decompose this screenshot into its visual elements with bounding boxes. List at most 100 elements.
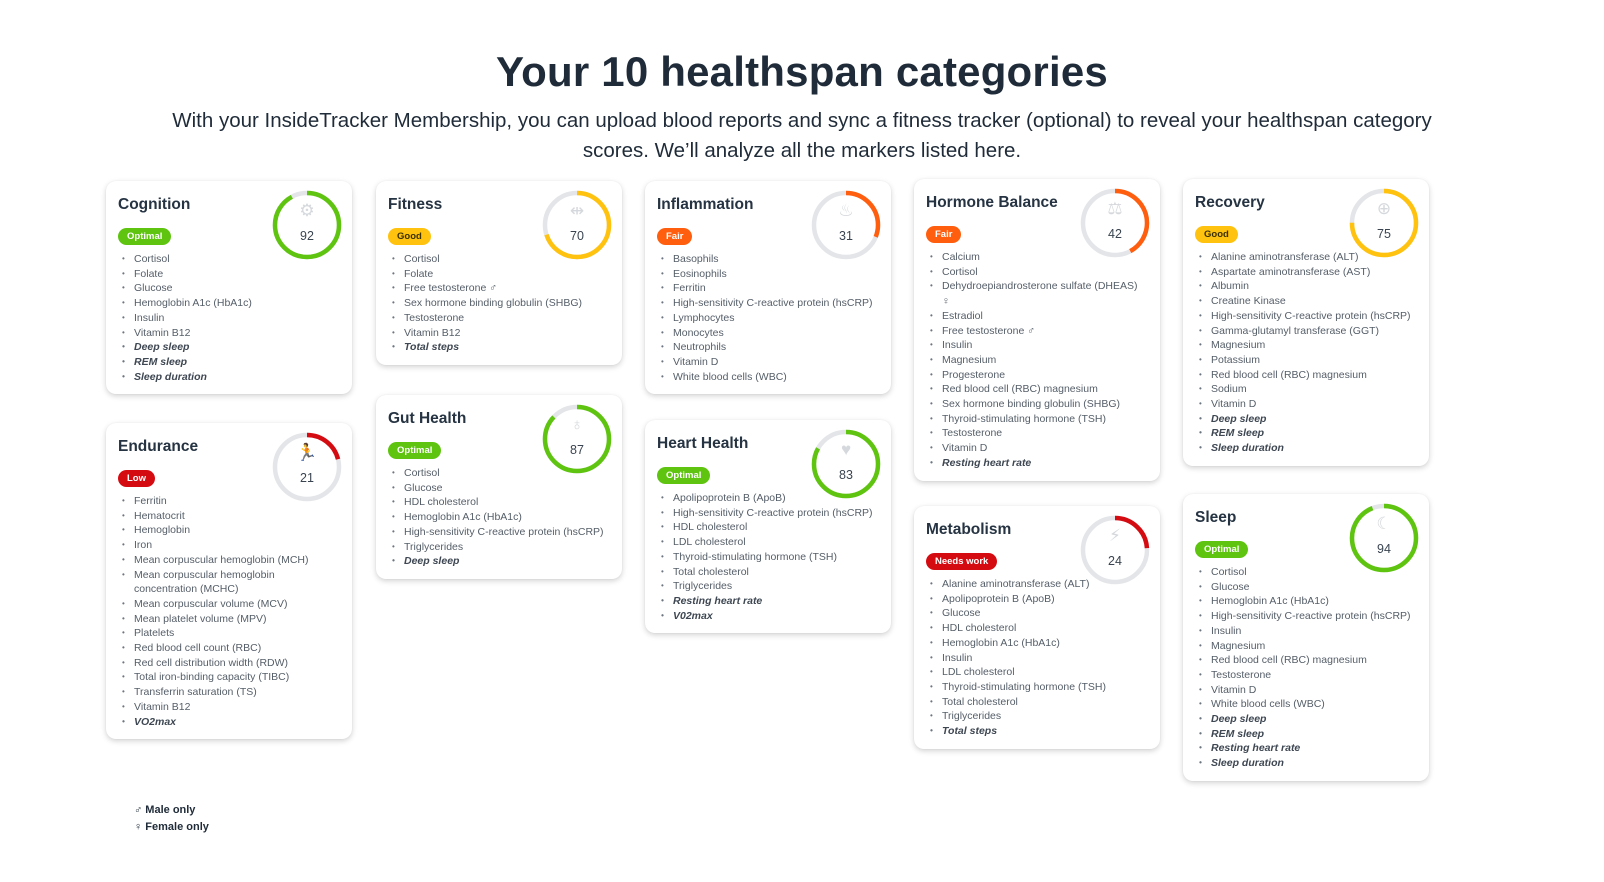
marker-item: Monocytes — [661, 326, 879, 341]
score-value: 87 — [570, 443, 584, 457]
gears-icon: ⚙ — [299, 201, 315, 220]
marker-item: Dehydroepiandrosterone sulfate (DHEAS) ♀ — [930, 279, 1148, 308]
marker-item: Alanine aminotransferase (ALT) — [1199, 250, 1417, 265]
tracker-marker-item: REM sleep — [1199, 727, 1417, 742]
score-value: 83 — [839, 468, 853, 482]
score-gauge: ⚙ 92 — [271, 189, 343, 261]
marker-item: Apolipoprotein B (ApoB) — [661, 491, 879, 506]
legend: ♂ Male only ♀ Female only — [134, 802, 209, 836]
tracker-marker-item: V02max — [661, 609, 879, 624]
category-card-fitness: Fitness Good ⇹ 70 CortisolFolateFree tes… — [376, 181, 622, 365]
marker-item: Iron — [122, 538, 340, 553]
marker-item: Eosinophils — [661, 267, 879, 282]
marker-item: Vitamin D — [930, 441, 1148, 456]
marker-item: Triglycerides — [392, 540, 610, 555]
marker-item: Gamma-glutamyl transferase (GGT) — [1199, 324, 1417, 339]
marker-item: Ferritin — [661, 281, 879, 296]
marker-item: Sodium — [1199, 382, 1417, 397]
marker-list: CortisolGlucoseHDL cholesterolHemoglobin… — [388, 466, 610, 569]
marker-item: Vitamin B12 — [122, 326, 340, 341]
status-badge: Optimal — [1195, 541, 1249, 558]
marker-item: HDL cholesterol — [661, 520, 879, 535]
legend-male: ♂ Male only — [134, 804, 196, 816]
marker-item: Apolipoprotein B (ApoB) — [930, 592, 1148, 607]
marker-item: White blood cells (WBC) — [1199, 697, 1417, 712]
marker-item: Magnesium — [1199, 639, 1417, 654]
marker-item: Red blood cell (RBC) magnesium — [1199, 368, 1417, 383]
tracker-marker-item: Resting heart rate — [661, 594, 879, 609]
marker-item: Red cell distribution width (RDW) — [122, 656, 340, 671]
marker-item: Cortisol — [1199, 565, 1417, 580]
flame-icon: ♨ — [838, 201, 854, 220]
marker-item: Hemoglobin A1c (HbA1c) — [122, 296, 340, 311]
tracker-marker-item: Sleep duration — [1199, 441, 1417, 456]
marker-item: Cortisol — [392, 252, 610, 267]
dumbbell-icon: ⇹ — [569, 201, 585, 220]
status-badge: Fair — [657, 228, 693, 245]
status-badge: Optimal — [657, 467, 711, 484]
category-card-recovery: Recovery Good ⊕ 75 Alanine aminotransfer… — [1183, 179, 1429, 466]
marker-item: Basophils — [661, 252, 879, 267]
marker-item: Thyroid-stimulating hormone (TSH) — [930, 412, 1148, 427]
status-badge: Good — [1195, 226, 1238, 243]
category-card-sleep: Sleep Optimal ☾ 94 CortisolGlucoseHemogl… — [1183, 494, 1429, 781]
marker-item: Insulin — [122, 311, 340, 326]
status-badge: Optimal — [388, 442, 442, 459]
marker-item: Testosterone — [392, 311, 610, 326]
marker-item: Neutrophils — [661, 340, 879, 355]
marker-item: Total cholesterol — [930, 695, 1148, 710]
marker-item: HDL cholesterol — [392, 495, 610, 510]
marker-item: High-sensitivity C-reactive protein (hsC… — [1199, 309, 1417, 324]
marker-item: Glucose — [930, 606, 1148, 621]
marker-list: Alanine aminotransferase (ALT)Aspartate … — [1195, 250, 1417, 456]
score-gauge: ♨ 31 — [810, 189, 882, 261]
category-title: Inflammation — [657, 196, 754, 213]
status-badge: Fair — [926, 226, 962, 243]
score-value: 21 — [300, 471, 314, 485]
marker-list: CortisolFolateFree testosterone ♂Sex hor… — [388, 252, 610, 355]
marker-item: Hemoglobin A1c (HbA1c) — [392, 510, 610, 525]
marker-item: Hematocrit — [122, 509, 340, 524]
category-card-inflammation: Inflammation Fair ♨ 31 BasophilsEosinoph… — [645, 181, 891, 395]
marker-item: Cortisol — [392, 466, 610, 481]
tracker-marker-item: REM sleep — [122, 355, 340, 370]
marker-item: Red blood cell (RBC) magnesium — [1199, 653, 1417, 668]
tracker-marker-item: Sleep duration — [122, 370, 340, 385]
marker-item: Free testosterone ♂ — [930, 324, 1148, 339]
score-gauge: ⇹ 70 — [541, 189, 613, 261]
marker-item: Glucose — [392, 481, 610, 496]
marker-item: Lymphocytes — [661, 311, 879, 326]
marker-item: Total iron-binding capacity (TIBC) — [122, 670, 340, 685]
marker-item: Testosterone — [930, 426, 1148, 441]
category-title: Metabolism — [926, 521, 1012, 538]
tracker-marker-item: REM sleep — [1199, 426, 1417, 441]
score-value: 31 — [839, 229, 853, 243]
heart-icon: ♥ — [840, 440, 852, 459]
marker-item: Folate — [122, 267, 340, 282]
score-value: 94 — [1377, 542, 1391, 556]
marker-item: Magnesium — [930, 353, 1148, 368]
tracker-marker-item: Total steps — [930, 724, 1148, 739]
marker-item: Magnesium — [1199, 338, 1417, 353]
tracker-marker-item: Deep sleep — [392, 554, 610, 569]
marker-item: Vitamin D — [661, 355, 879, 370]
marker-list: Alanine aminotransferase (ALT)Apolipopro… — [926, 577, 1148, 739]
category-title: Heart Health — [657, 435, 749, 452]
score-gauge: ⚖ 42 — [1079, 187, 1151, 259]
moon-icon: ☾ — [1376, 514, 1392, 533]
marker-item: Platelets — [122, 626, 340, 641]
marker-item: Testosterone — [1199, 668, 1417, 683]
category-card-hormone-balance: Hormone Balance Fair ⚖ 42 CalciumCortiso… — [914, 179, 1160, 481]
marker-item: Insulin — [1199, 624, 1417, 639]
status-badge: Optimal — [118, 228, 172, 245]
score-value: 75 — [1377, 227, 1391, 241]
marker-item: HDL cholesterol — [930, 621, 1148, 636]
marker-item: Total cholesterol — [661, 565, 879, 580]
tracker-marker-item: Deep sleep — [1199, 412, 1417, 427]
page-title: Your 10 healthspan categories — [496, 48, 1108, 95]
marker-item: Potassium — [1199, 353, 1417, 368]
marker-item: Glucose — [122, 281, 340, 296]
stomach-icon: ♁ — [570, 415, 584, 434]
marker-item: White blood cells (WBC) — [661, 370, 879, 385]
marker-item: Glucose — [1199, 580, 1417, 595]
